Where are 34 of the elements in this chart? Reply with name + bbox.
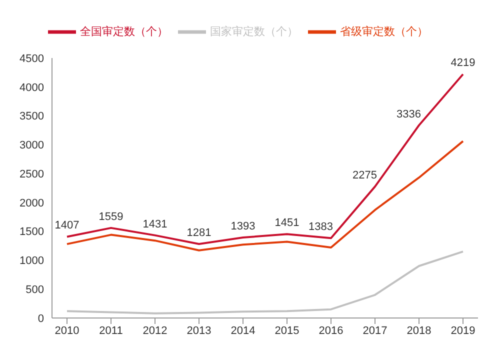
y-tick-label: 4500 [20,52,44,65]
x-tick-label: 2015 [274,324,300,337]
x-tick-label: 2014 [230,324,256,337]
data-label: 4219 [450,57,476,70]
x-tick-label: 2011 [99,324,123,337]
data-label: 2275 [352,170,377,182]
legend-label: 省级审定数（个） [340,26,428,38]
x-tick-label: 2018 [406,324,432,337]
y-tick-label: 0 [38,312,44,325]
data-label: 1383 [308,221,333,234]
data-label: 1431 [142,218,168,230]
data-label: 1281 [186,226,212,239]
y-tick-label: 2000 [20,197,44,210]
x-tick-label: 2012 [142,324,168,337]
y-tick-label: 500 [26,284,44,296]
x-tick-label: 2010 [54,324,80,337]
y-tick-label: 3000 [20,140,44,152]
data-label: 1407 [54,220,80,232]
y-tick-label: 3500 [20,110,44,123]
data-label: 3336 [396,108,421,120]
data-label: 1393 [230,220,256,233]
x-tick-label: 2019 [450,324,476,337]
line-series [66,250,464,314]
data-label: 1451 [274,217,300,230]
y-tick-label: 4000 [20,82,44,94]
y-tick-label: 1500 [20,226,44,238]
legend-label: 国家审定数（个） [210,26,298,38]
legend-label: 全国审定数（个） [80,26,168,38]
y-tick-label: 1000 [20,255,44,268]
y-tick-label: 2500 [20,168,44,180]
x-tick-label: 2016 [318,324,344,337]
x-tick-label: 2017 [362,324,388,337]
x-tick-label: 2013 [186,324,212,337]
data-label: 1559 [98,210,124,223]
